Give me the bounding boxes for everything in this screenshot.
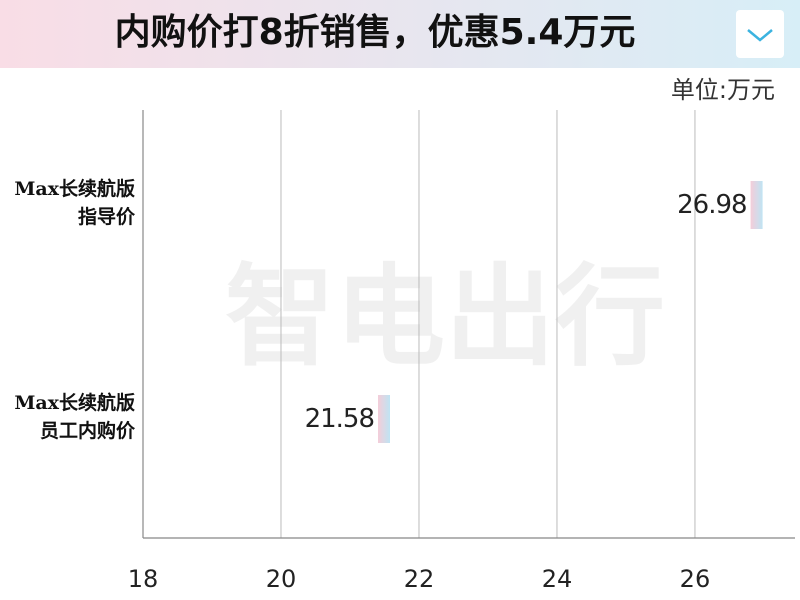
- x-tick-label: 20: [266, 565, 297, 593]
- bar: [378, 395, 391, 443]
- y-tick-label: Max长续航版: [14, 177, 135, 200]
- y-tick-label: 指导价: [78, 206, 136, 228]
- y-tick-label: Max长续航版: [14, 391, 135, 414]
- x-tick-label: 22: [404, 565, 435, 593]
- x-tick-label: 18: [128, 565, 159, 593]
- value-label: 21.58: [305, 404, 374, 434]
- bar: [750, 181, 763, 229]
- y-tick-label: 员工内购价: [40, 419, 136, 442]
- unit-label: 单位:万元: [671, 76, 775, 104]
- watermark: 智电出行: [225, 253, 665, 381]
- value-label: 26.98: [677, 190, 746, 220]
- chart-title: 内购价打8折销售，优惠5.4万元: [115, 12, 636, 53]
- collapse-button[interactable]: [736, 10, 784, 58]
- header-bar: [0, 0, 800, 68]
- x-tick-label: 24: [542, 565, 573, 593]
- x-tick-label: 26: [680, 565, 711, 593]
